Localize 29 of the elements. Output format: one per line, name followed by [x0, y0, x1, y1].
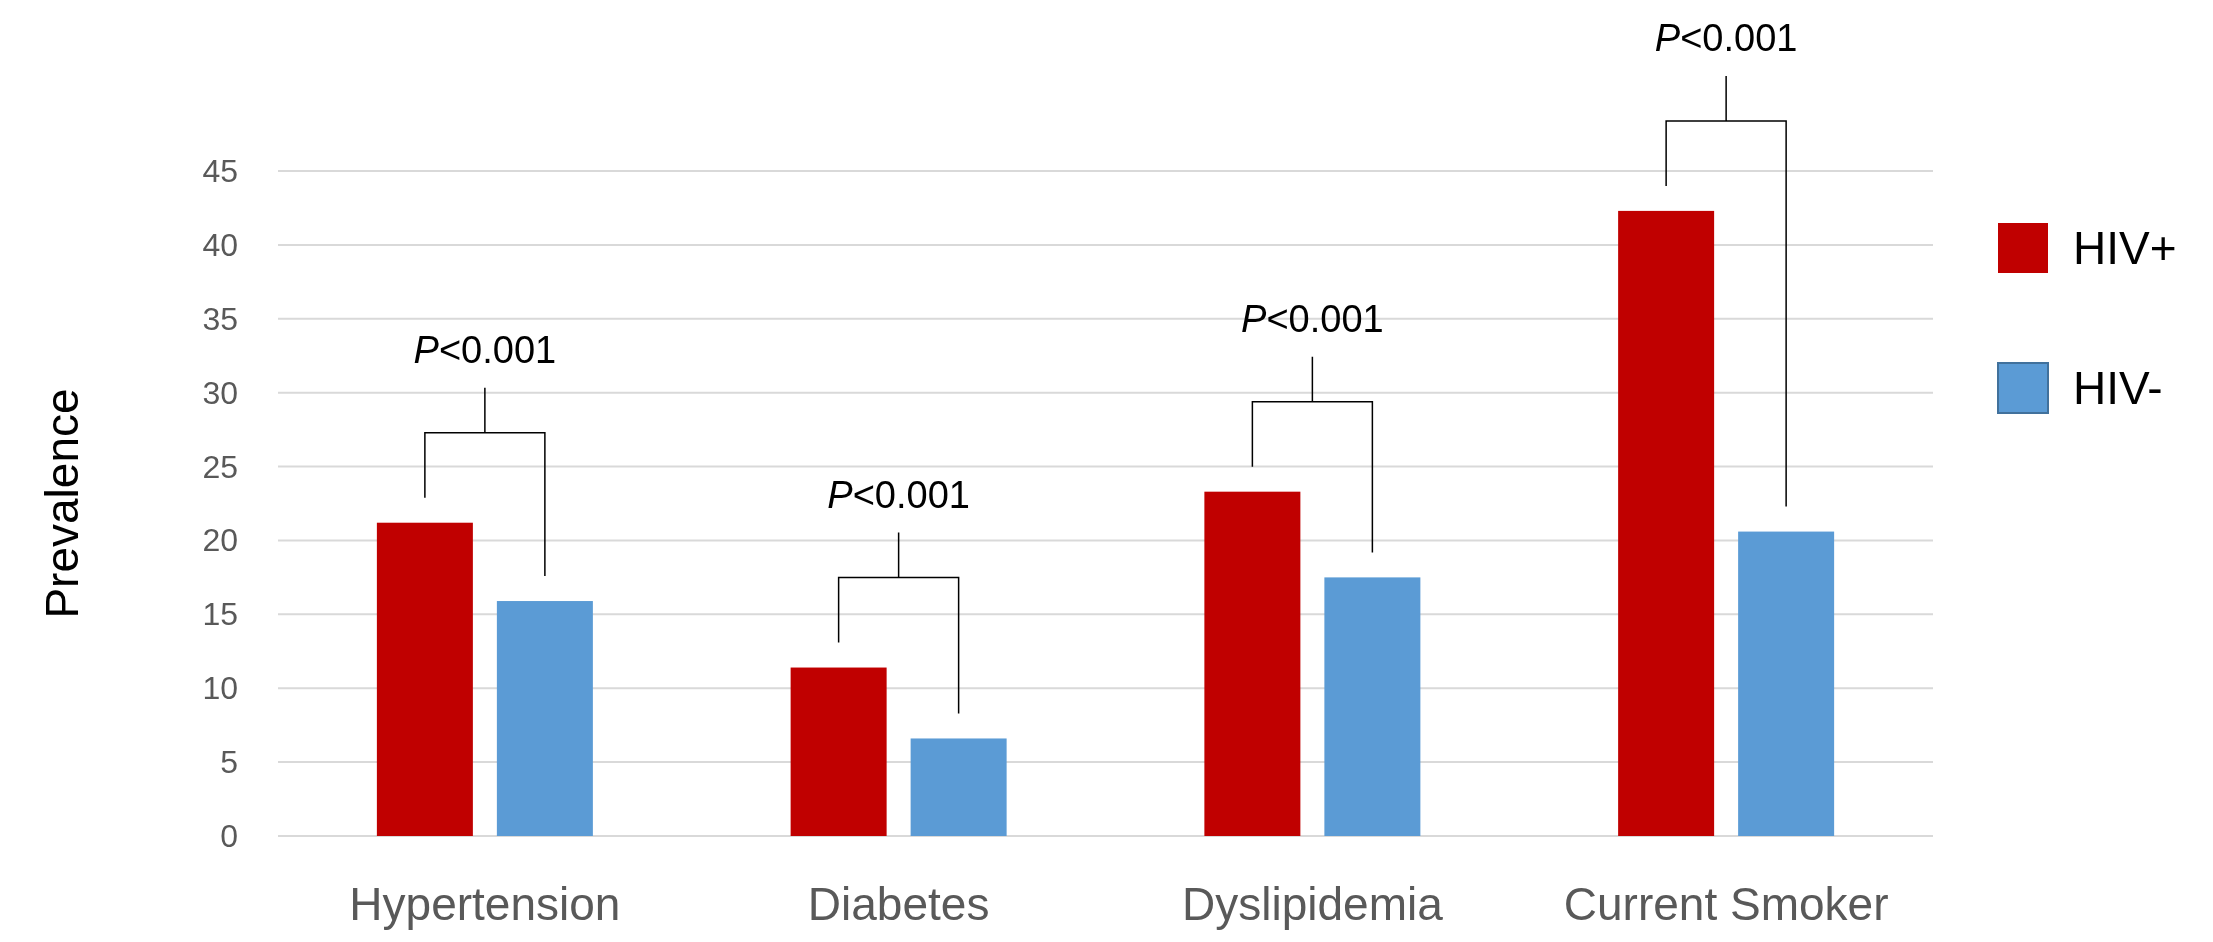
annotation: P<0.001 — [827, 473, 970, 516]
y-tick-label: 30 — [202, 374, 238, 411]
bar — [1324, 577, 1421, 836]
y-tick-label: 5 — [220, 744, 238, 781]
bar — [376, 522, 473, 836]
x-tick-label: Hypertension — [349, 878, 621, 930]
y-tick-label: 20 — [202, 522, 238, 559]
bar — [496, 601, 593, 836]
y-axis-title: Prevalence — [36, 388, 88, 619]
bar — [910, 738, 1007, 836]
bar — [1204, 491, 1301, 836]
bar — [1618, 210, 1715, 836]
bar — [790, 667, 887, 836]
legend-label: HIV- — [2073, 362, 2163, 414]
y-tick-label: 45 — [202, 153, 238, 189]
y-tick-label: 15 — [202, 596, 238, 633]
legend-label: HIV+ — [2073, 222, 2177, 274]
y-tick-label: 40 — [202, 226, 238, 263]
text: P<0.001 — [1654, 16, 1798, 59]
y-tick-label: 10 — [202, 670, 238, 707]
y-tick-label: 35 — [202, 300, 238, 337]
x-tick-label: Dyslipidemia — [1182, 878, 1444, 930]
annotation: P<0.001 — [413, 328, 557, 371]
y-tick-label: 0 — [220, 818, 238, 854]
bar — [1738, 531, 1835, 836]
x-tick-label: Diabetes — [807, 878, 990, 930]
y-tick-label: 25 — [202, 448, 238, 485]
annotation: P<0.001 — [1241, 297, 1384, 340]
x-tick-label: Current Smoker — [1563, 878, 1889, 930]
